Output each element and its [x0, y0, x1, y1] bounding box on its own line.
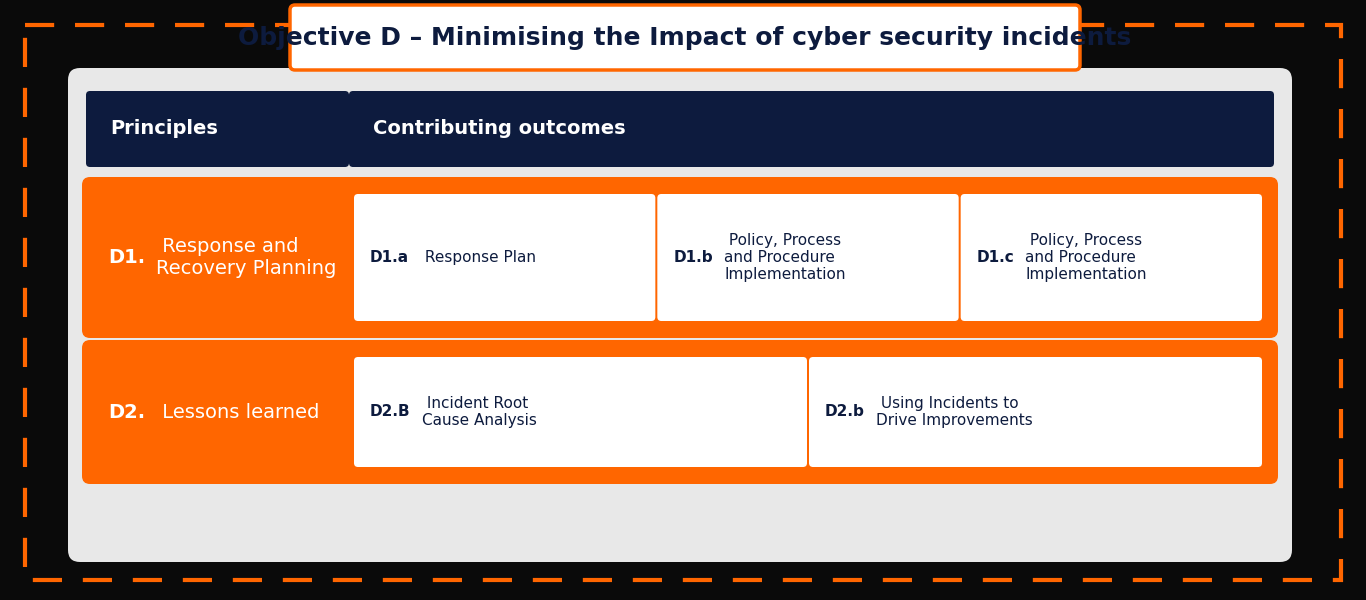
Text: Principles: Principles: [111, 119, 217, 139]
Text: D2.b: D2.b: [825, 404, 865, 419]
FancyBboxPatch shape: [960, 194, 1262, 321]
FancyBboxPatch shape: [86, 91, 348, 167]
Text: Lessons learned: Lessons learned: [156, 403, 320, 421]
Text: D1.a: D1.a: [370, 250, 410, 265]
Text: D1.c: D1.c: [977, 250, 1015, 265]
FancyBboxPatch shape: [809, 357, 1262, 467]
FancyBboxPatch shape: [657, 194, 959, 321]
FancyBboxPatch shape: [290, 5, 1081, 70]
Text: Objective D – Minimising the Impact of cyber security incidents: Objective D – Minimising the Impact of c…: [239, 25, 1131, 49]
FancyBboxPatch shape: [348, 91, 1274, 167]
Text: Response and
Recovery Planning: Response and Recovery Planning: [156, 237, 336, 278]
Text: Using Incidents to
Drive Improvements: Using Incidents to Drive Improvements: [877, 396, 1033, 428]
FancyBboxPatch shape: [82, 340, 1279, 484]
Text: Contributing outcomes: Contributing outcomes: [373, 119, 626, 139]
Text: D1.: D1.: [108, 248, 145, 267]
Text: Incident Root
Cause Analysis: Incident Root Cause Analysis: [422, 396, 537, 428]
Text: Policy, Process
and Procedure
Implementation: Policy, Process and Procedure Implementa…: [1026, 233, 1147, 283]
FancyBboxPatch shape: [354, 194, 656, 321]
Text: D2.: D2.: [108, 403, 145, 421]
Text: D1.b: D1.b: [673, 250, 713, 265]
Text: Policy, Process
and Procedure
Implementation: Policy, Process and Procedure Implementa…: [724, 233, 846, 283]
Text: Response Plan: Response Plan: [421, 250, 537, 265]
Text: D2.B: D2.B: [370, 404, 411, 419]
FancyBboxPatch shape: [68, 68, 1292, 562]
FancyBboxPatch shape: [82, 177, 1279, 338]
FancyBboxPatch shape: [354, 357, 807, 467]
